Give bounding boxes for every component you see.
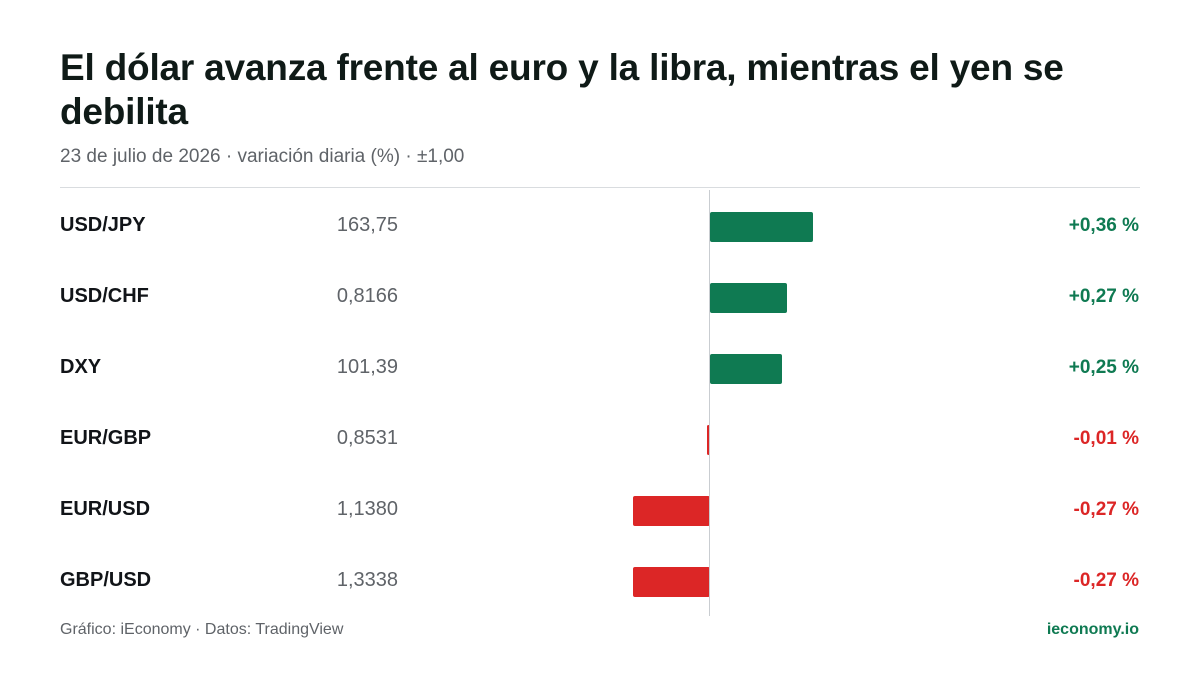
table-row: EUR/USD 1,1380 -0,27 % xyxy=(0,474,1200,545)
header-divider xyxy=(60,187,1140,188)
price-value: 1,3338 xyxy=(336,569,398,591)
price-value: 0,8166 xyxy=(336,285,398,307)
price-value: 163,75 xyxy=(336,214,398,236)
currency-pair-label: USD/JPY xyxy=(60,214,146,236)
currency-pair-label: GBP/USD xyxy=(60,569,152,591)
price-value: 0,8531 xyxy=(336,427,398,449)
change-label: -0,27 % xyxy=(1073,499,1139,520)
table-row: GBP/USD 1,3338 -0,27 % xyxy=(0,545,1200,616)
change-bar xyxy=(632,567,710,597)
currency-pair-label: USD/CHF xyxy=(60,285,149,307)
change-bar xyxy=(710,354,782,384)
source-credit: Gráfico: iEconomy · Datos: TradingView xyxy=(60,621,344,638)
change-bar xyxy=(632,496,710,526)
brand-link[interactable]: ieconomy.io xyxy=(1046,621,1139,638)
currency-pair-label: EUR/USD xyxy=(60,498,151,520)
table-row: USD/CHF 0,8166 +0,27 % xyxy=(0,261,1200,332)
change-label: -0,27 % xyxy=(1073,570,1139,591)
change-bar xyxy=(710,212,814,242)
change-label: +0,36 % xyxy=(1068,215,1139,236)
currency-pair-label: DXY xyxy=(60,356,102,378)
chart-subtitle: 23 de julio de 2026 · variación diaria (… xyxy=(60,146,465,167)
zero-axis-line xyxy=(709,190,710,616)
currency-pair-label: EUR/GBP xyxy=(60,427,152,449)
table-row: DXY 101,39 +0,25 % xyxy=(0,332,1200,403)
change-bar xyxy=(707,425,710,455)
change-label: +0,27 % xyxy=(1068,286,1139,307)
change-bar xyxy=(710,283,788,313)
change-label: -0,01 % xyxy=(1073,428,1139,449)
table-row: USD/JPY 163,75 +0,36 % xyxy=(0,190,1200,261)
chart-title: El dólar avanza frente al euro y la libr… xyxy=(60,47,1064,132)
table-row: EUR/GBP 0,8531 -0,01 % xyxy=(0,403,1200,474)
price-value: 1,1380 xyxy=(336,498,398,520)
change-label: +0,25 % xyxy=(1068,357,1139,378)
price-value: 101,39 xyxy=(336,356,398,378)
